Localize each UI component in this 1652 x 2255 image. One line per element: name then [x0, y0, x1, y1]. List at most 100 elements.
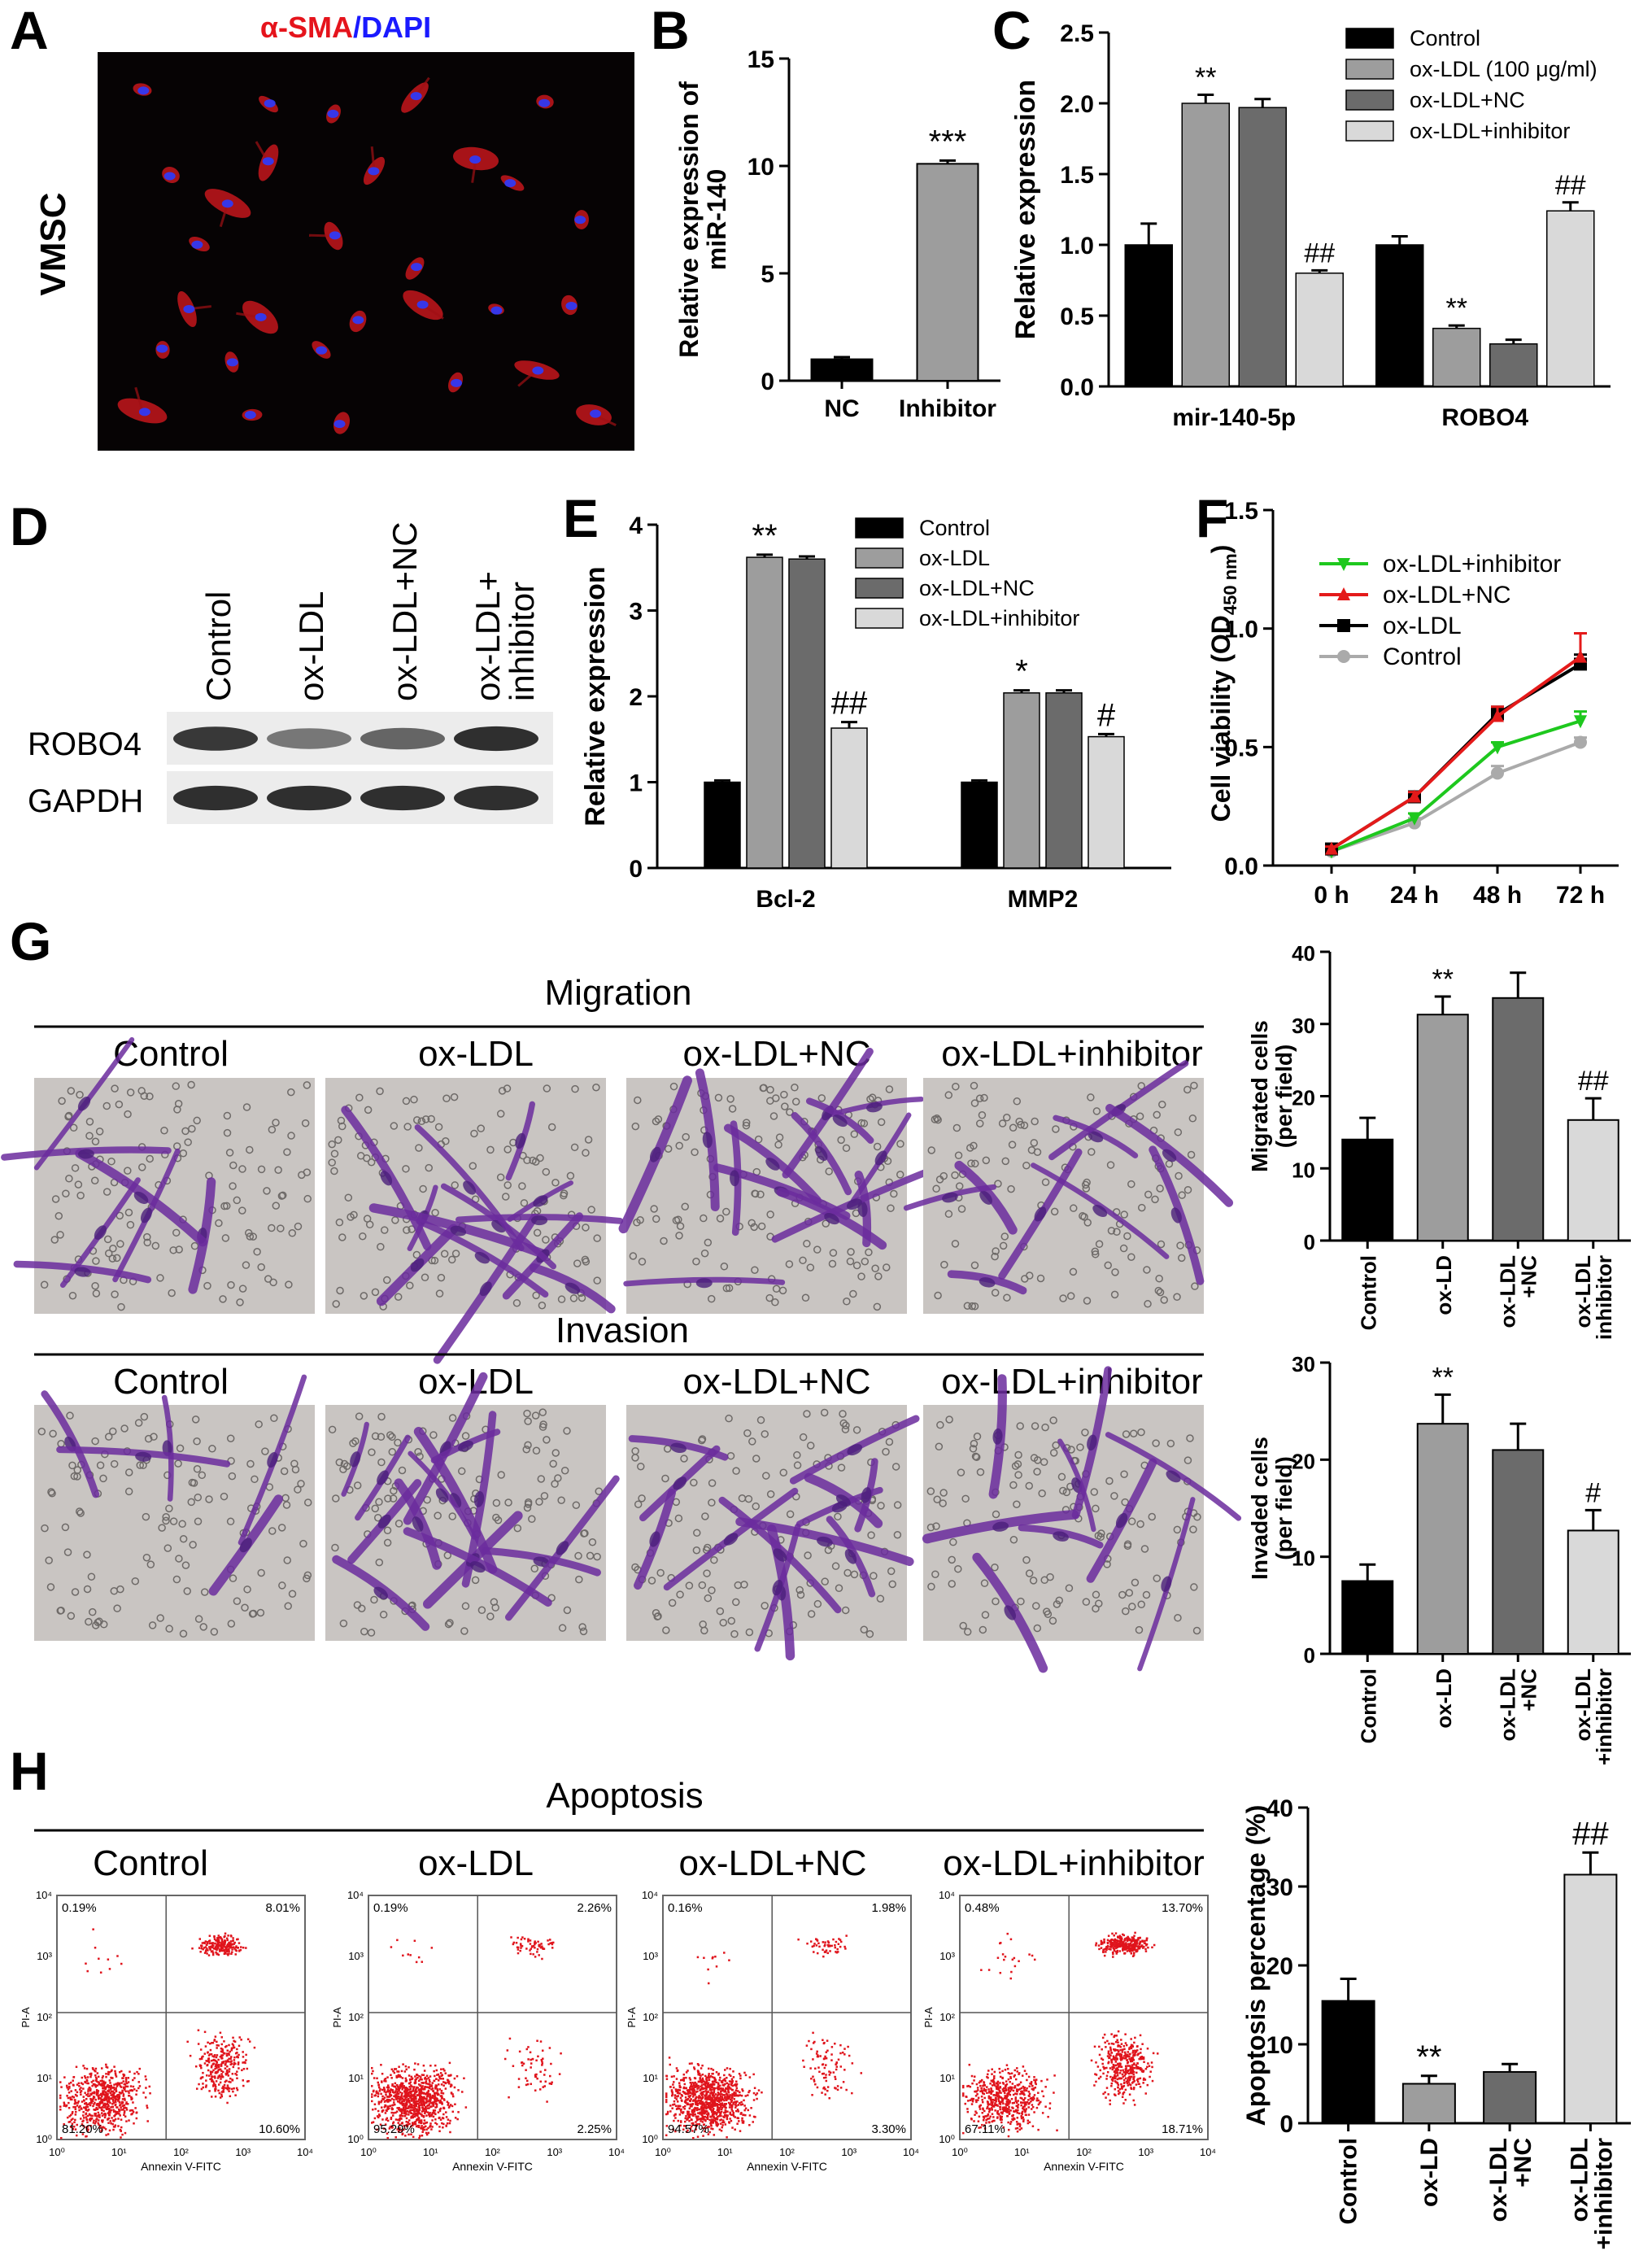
bar: [1567, 1529, 1619, 1655]
event-dot: [703, 2123, 706, 2126]
event-dot: [725, 2103, 728, 2105]
event-dot: [412, 2090, 415, 2092]
event-dot: [423, 2108, 426, 2111]
membrane-pore: [486, 1145, 495, 1154]
event-dot: [689, 2088, 691, 2091]
membrane-pore: [274, 1166, 282, 1174]
event-dot: [673, 2114, 676, 2117]
event-dot: [389, 2126, 392, 2128]
event-dot: [215, 2056, 218, 2059]
event-dot: [246, 2038, 250, 2041]
event-dot: [550, 2083, 553, 2086]
event-dot: [111, 2090, 113, 2093]
event-dot: [839, 2052, 842, 2055]
event-dot: [717, 2108, 719, 2110]
event-dot: [715, 2099, 717, 2101]
membrane-pore: [520, 1199, 529, 1207]
event-dot: [708, 2078, 711, 2082]
cell-nucleus: [137, 86, 150, 95]
event-dot: [674, 2105, 678, 2108]
event-dot: [532, 1944, 535, 1948]
membrane-pore: [969, 1445, 978, 1453]
membrane-pore: [1187, 1150, 1196, 1159]
event-dot: [449, 2131, 451, 2134]
bar: [704, 781, 741, 869]
membrane-pore: [992, 1597, 1000, 1606]
event-dot: [429, 2094, 432, 2097]
cell-body: [556, 1541, 569, 1555]
event-dot: [802, 2059, 804, 2062]
event-dot: [219, 2031, 222, 2035]
event-dot: [101, 2121, 104, 2123]
event-dot: [229, 2095, 232, 2098]
event-dot: [695, 2123, 698, 2126]
legend-label: ox-LDL+NC: [1383, 582, 1511, 608]
membrane-pore: [1092, 1504, 1100, 1513]
invasion-label-control: Control: [113, 1362, 229, 1402]
membrane-pore: [1110, 1290, 1119, 1299]
event-dot: [220, 2078, 222, 2080]
event-dot: [406, 2107, 408, 2109]
event-dot: [695, 2096, 697, 2099]
event-dot: [402, 1954, 404, 1957]
event-dot: [736, 2109, 739, 2111]
membrane-pore: [356, 1152, 365, 1160]
membrane-pore: [283, 1556, 291, 1564]
event-dot: [431, 2112, 434, 2114]
event-dot: [708, 2102, 711, 2105]
membrane-pore: [834, 1512, 842, 1521]
event-dot: [412, 2095, 415, 2097]
event-dot: [538, 1954, 540, 1956]
membrane-pore: [518, 1182, 526, 1190]
membrane-pore: [46, 1583, 55, 1591]
membrane-pore: [932, 1522, 940, 1530]
event-dot: [810, 2078, 813, 2080]
cell-body: [1115, 1512, 1128, 1529]
event-dot: [104, 2096, 107, 2098]
y-decade-label: 10²: [348, 2011, 364, 2023]
event-dot: [739, 2104, 743, 2106]
membrane-pore: [582, 1149, 590, 1157]
event-dot: [541, 2064, 543, 2066]
legend-label: ox-LDL+NC: [1410, 88, 1525, 112]
membrane-pore: [1080, 1213, 1088, 1221]
event-dot: [206, 1941, 209, 1943]
event-dot: [99, 2106, 102, 2109]
event-dot: [702, 2091, 705, 2093]
event-dot: [399, 2096, 402, 2099]
event-dot: [837, 2058, 840, 2061]
event-dot: [694, 2086, 696, 2088]
event-dot: [425, 2091, 429, 2095]
membrane-pore: [1092, 1107, 1101, 1115]
event-dot: [371, 2122, 373, 2124]
event-dot: [399, 2102, 402, 2105]
event-dot: [103, 2106, 107, 2109]
x-tick-label: mir-140-5p: [1172, 404, 1296, 431]
membrane-pore: [498, 1087, 507, 1095]
event-dot: [415, 2078, 417, 2080]
membrane-pore: [523, 1409, 531, 1418]
event-dot: [717, 2115, 721, 2118]
event-dot: [527, 2046, 530, 2048]
event-dot: [242, 2084, 245, 2087]
event-dot: [398, 2087, 400, 2090]
cell-nucleus: [490, 306, 503, 315]
event-dot: [123, 2097, 126, 2100]
event-dot: [408, 2082, 411, 2085]
event-dot: [377, 2095, 380, 2098]
bar: [1546, 210, 1595, 387]
event-dot: [394, 2090, 397, 2092]
event-dot: [693, 2099, 695, 2102]
event-dot: [698, 2074, 701, 2076]
event-dot: [104, 2091, 107, 2094]
event-dot: [235, 1949, 238, 1952]
event-dot: [203, 1952, 207, 1954]
event-dot: [246, 2067, 249, 2070]
event-dot: [214, 2035, 217, 2038]
membrane-pore: [558, 1624, 567, 1632]
event-dot: [720, 2118, 722, 2121]
event-dot: [208, 1934, 211, 1937]
event-dot: [418, 2101, 421, 2104]
event-dot: [100, 2130, 102, 2133]
